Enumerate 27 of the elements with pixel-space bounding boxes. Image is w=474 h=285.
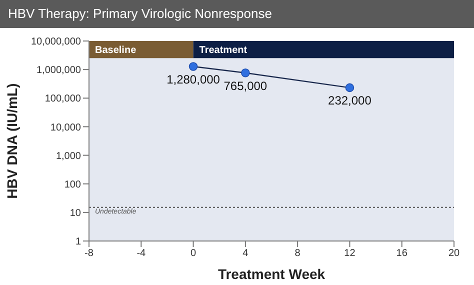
x-tick-label: 20 (448, 248, 460, 260)
y-tick-label: 10 (70, 208, 82, 219)
y-tick-label: 100,000 (44, 94, 82, 105)
band-label: Treatment (199, 45, 248, 56)
point (241, 68, 250, 78)
x-tick-label: -8 (84, 248, 94, 260)
x-tick-label: 4 (242, 248, 249, 260)
y-tick-label: 100 (64, 179, 82, 190)
data-label: 232,000 (328, 94, 372, 108)
data-label: 1,280,000 (166, 72, 220, 87)
point (345, 83, 354, 92)
y-tick-label: 10,000 (50, 122, 82, 134)
y-tick-label: 1,000 (56, 150, 82, 162)
chart-title: HBV Therapy: Primary Virologic Nonresponse (0, 0, 474, 28)
x-tick-label: 8 (294, 248, 301, 260)
y-tick-label: 10,000,000 (30, 36, 82, 48)
x-axis-title: Treatment Week (218, 266, 326, 282)
band-label: Baseline (95, 45, 137, 56)
x-tick-label: 0 (190, 248, 197, 260)
y-tick-label: 1,000,000 (36, 65, 82, 76)
x-tick-label: 16 (396, 248, 408, 260)
y-tick-label: 1 (75, 236, 82, 248)
x-tick-label: 12 (344, 248, 356, 260)
x-tick-label: -4 (136, 248, 146, 260)
y-axis-title: HBV DNA (IU/mL) (4, 83, 20, 199)
point (188, 62, 198, 71)
data-label: 765,000 (224, 78, 268, 93)
